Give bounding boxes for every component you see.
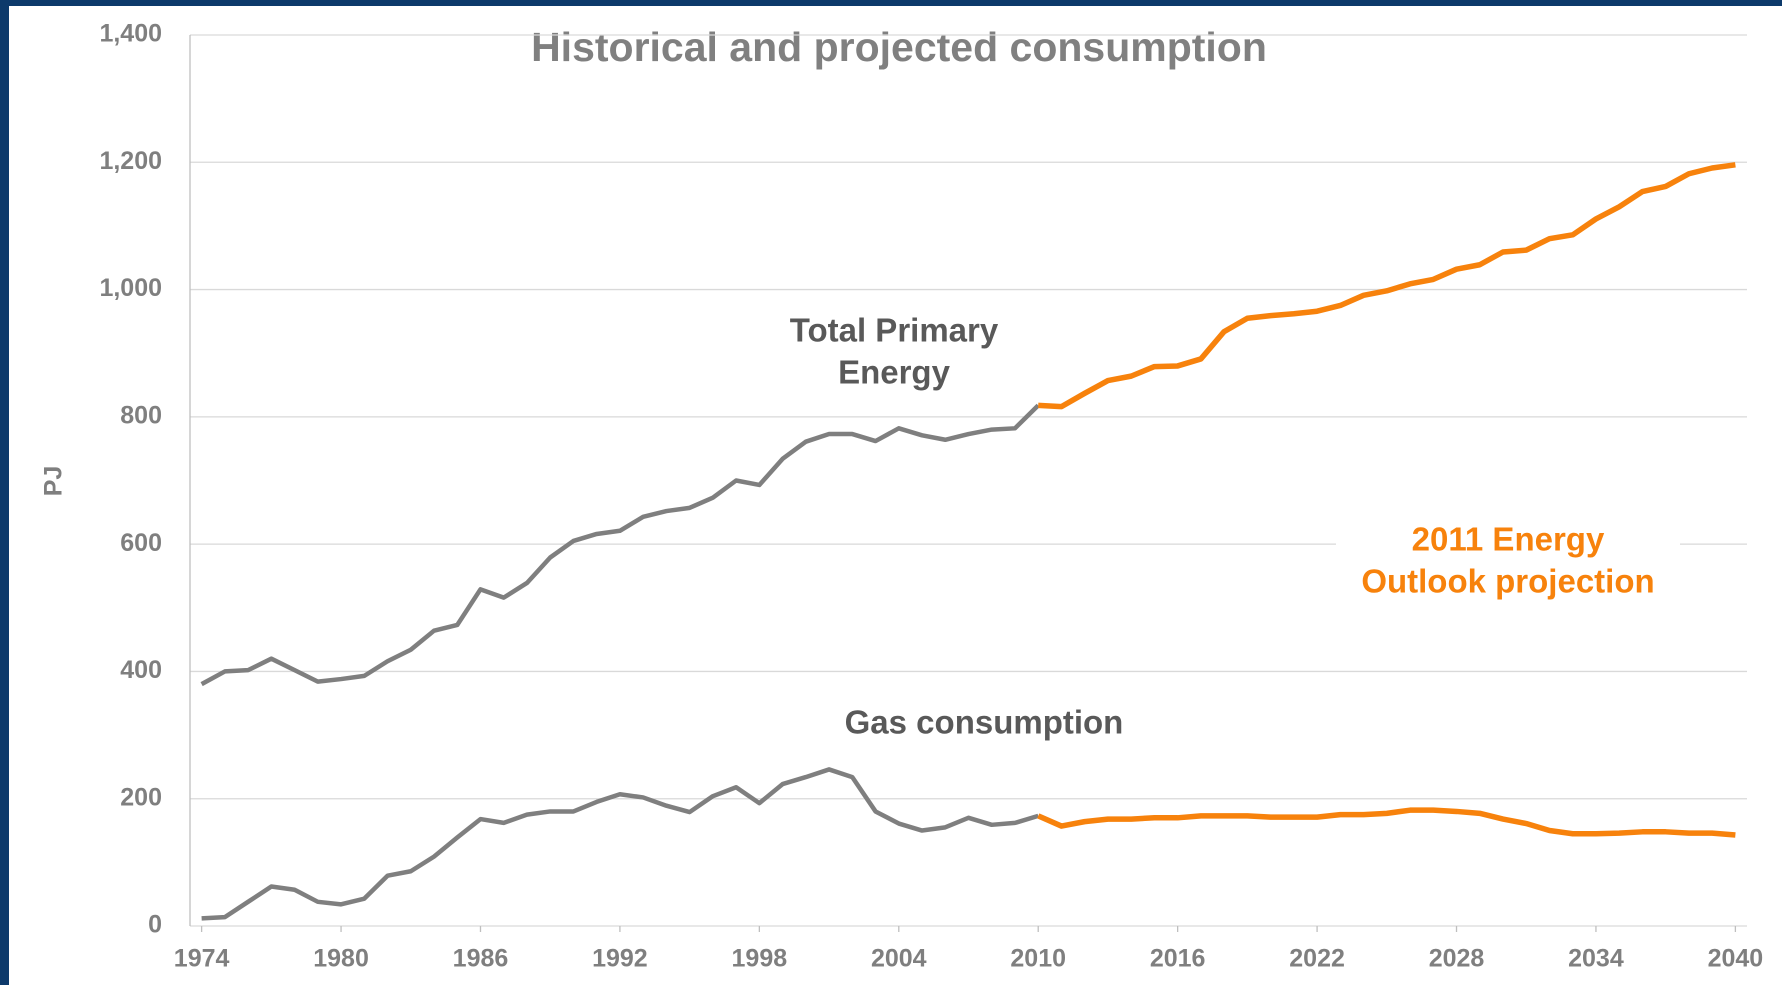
series-line	[1037, 807, 1736, 838]
series-line	[201, 767, 1039, 921]
x-tick-label: 2028	[1429, 945, 1485, 973]
y-tick-label: 1,000	[99, 274, 162, 302]
plot-background	[9, 6, 1782, 985]
x-tick-label: 2010	[1010, 945, 1066, 973]
y-tick-label: 400	[120, 656, 162, 684]
annotation: Gas consumption	[845, 704, 1124, 741]
chart-title: Historical and projected consumption	[531, 24, 1267, 70]
x-tick-label: 1980	[313, 945, 369, 973]
x-tick-label: 1974	[174, 945, 230, 973]
y-tick-label: 600	[120, 529, 162, 557]
x-tick-label: 2040	[1708, 945, 1764, 973]
series-line	[200, 403, 1040, 687]
x-tick-label: 1992	[592, 945, 648, 973]
annotation: Energy	[838, 354, 951, 391]
y-tick-label: 800	[120, 401, 162, 429]
annotation: 2011 Energy	[1412, 521, 1605, 558]
y-axis-label: PJ	[40, 466, 68, 497]
x-tick-label: 2004	[871, 945, 927, 973]
y-tick-label: 0	[148, 911, 162, 939]
x-tick-label: 2016	[1150, 945, 1206, 973]
x-tick-label: 2022	[1289, 945, 1345, 973]
y-tick-label: 200	[120, 783, 162, 811]
x-tick-label: 1986	[453, 945, 509, 973]
y-tick-label: 1,400	[99, 20, 162, 48]
y-tick-label: 1,200	[99, 147, 162, 175]
x-tick-label: 2034	[1568, 945, 1624, 973]
annotation-background	[1336, 518, 1680, 584]
series-line	[1038, 162, 1736, 410]
annotation: Total Primary	[790, 312, 999, 349]
annotation: Outlook projection	[1361, 563, 1654, 600]
x-tick-label: 1998	[732, 945, 788, 973]
